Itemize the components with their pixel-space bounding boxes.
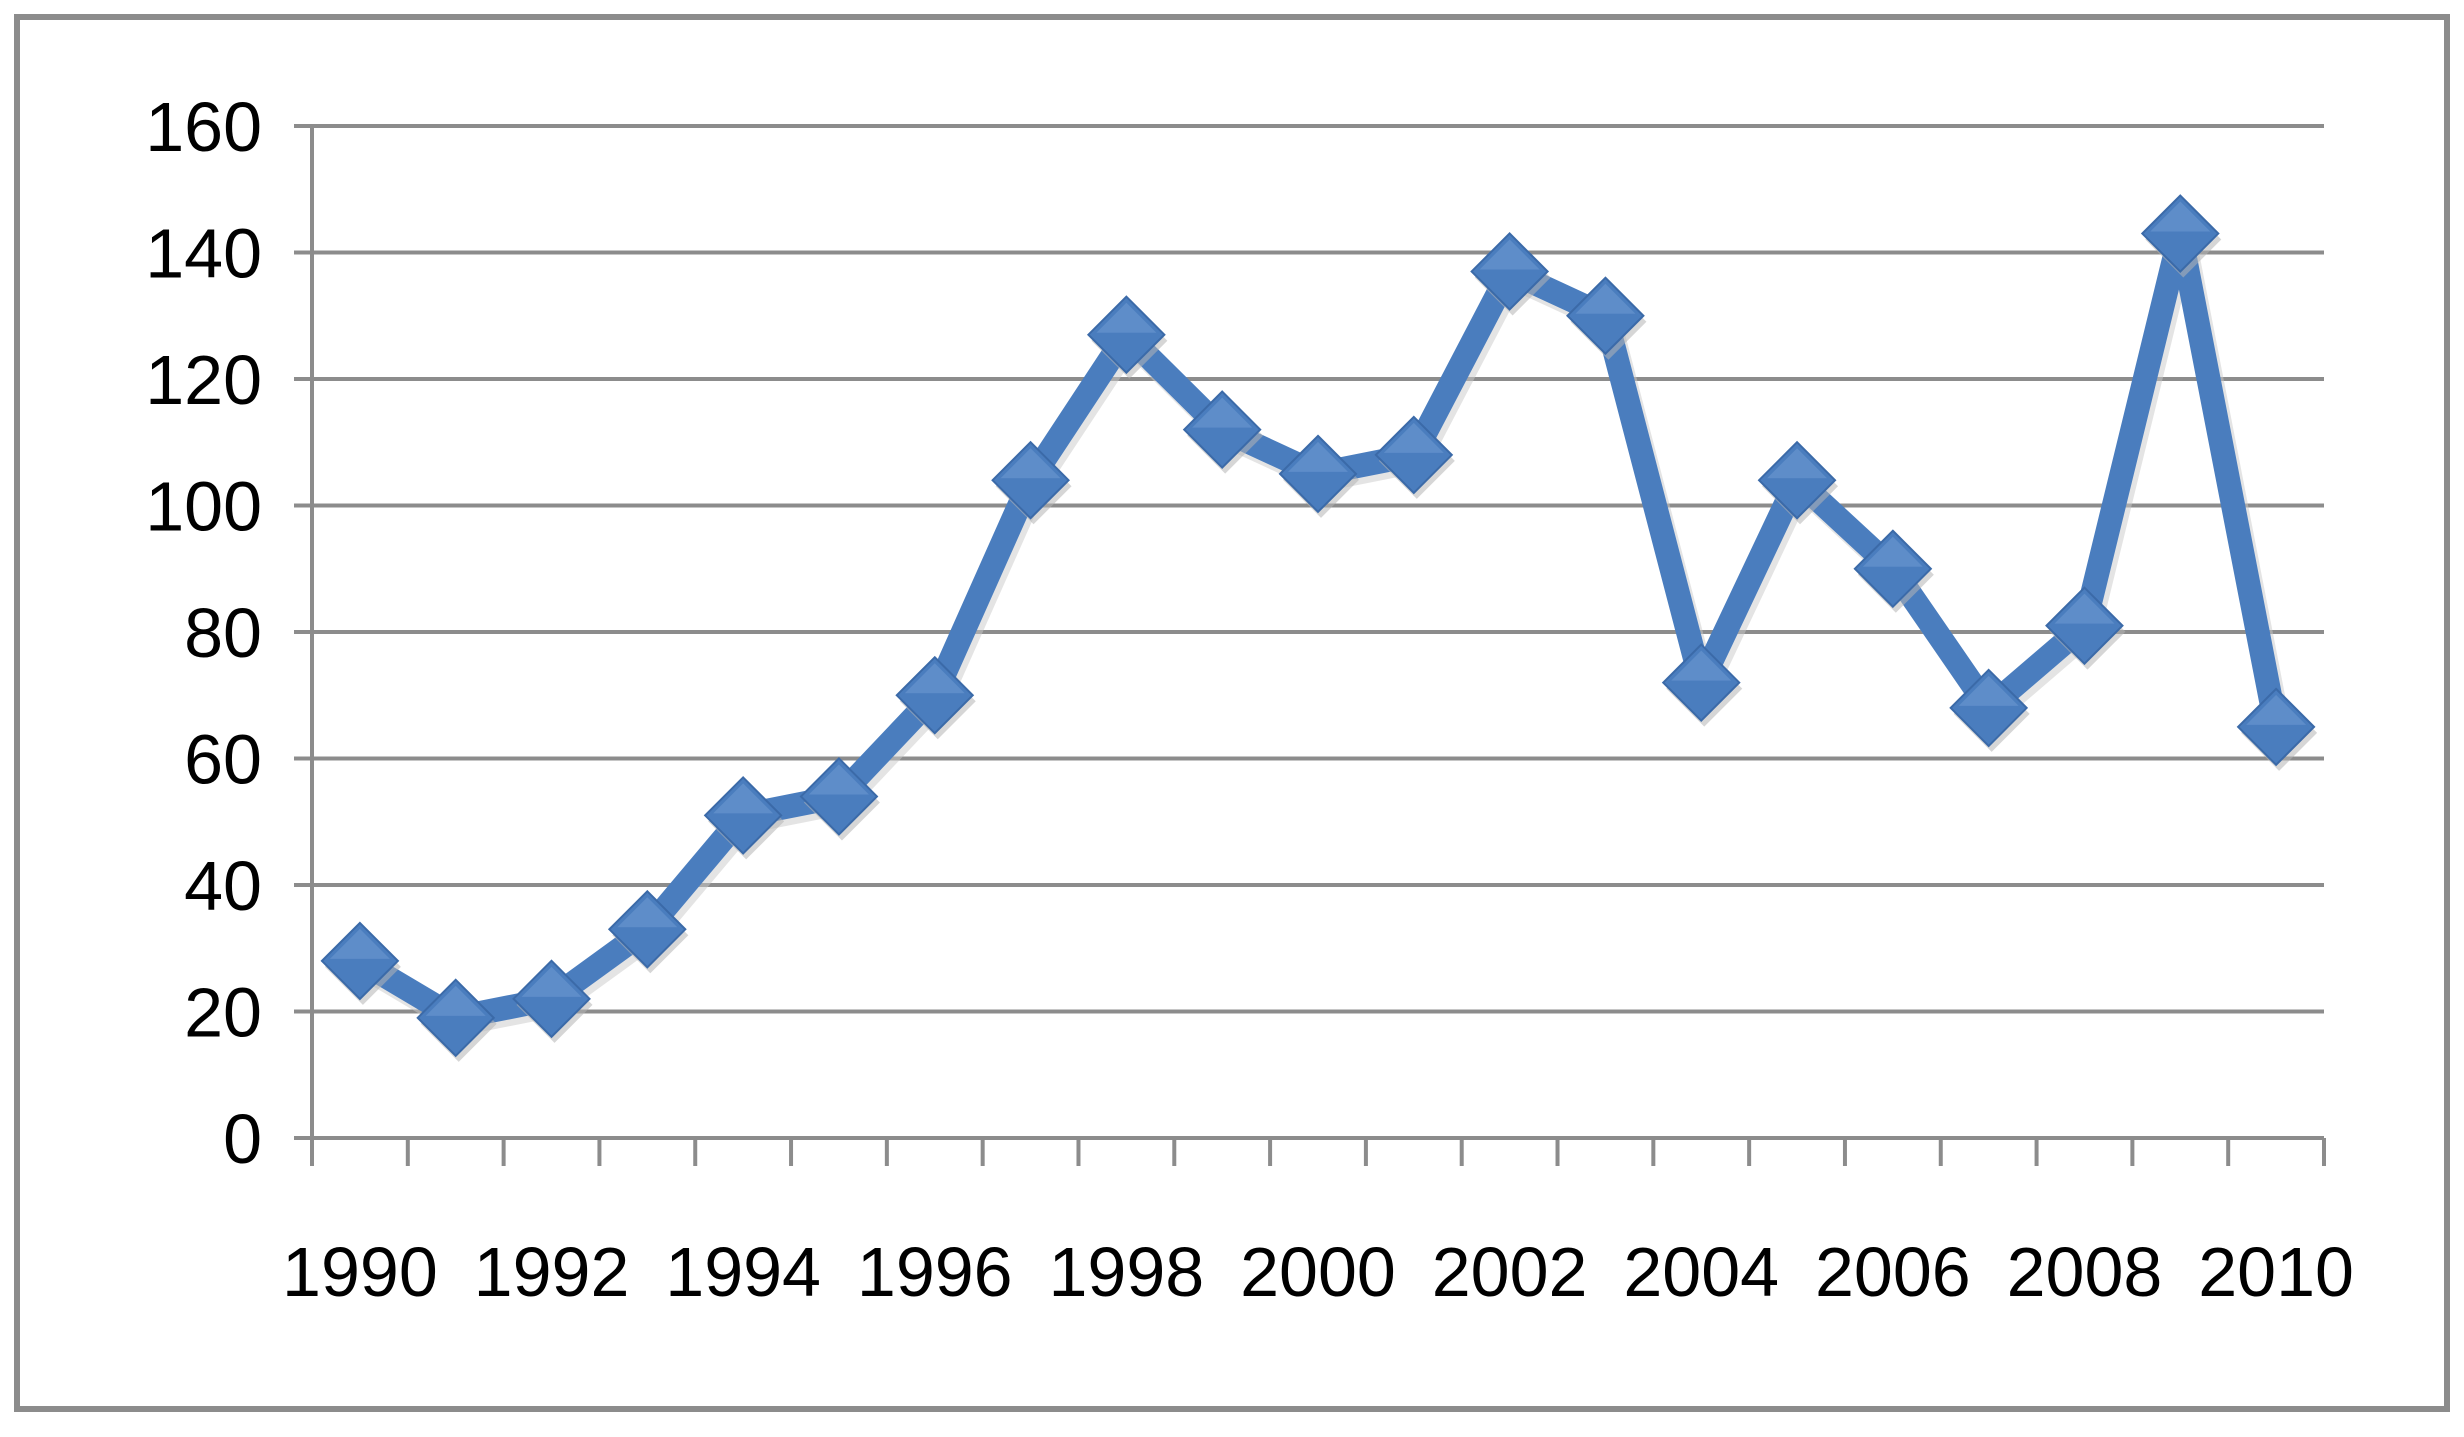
x-tick-label: 1994 (665, 1233, 821, 1311)
x-tick-label: 2010 (2198, 1233, 2354, 1311)
data-point-marker (607, 889, 689, 974)
x-tick-label: 1998 (1049, 1233, 1205, 1311)
x-tick-label: 1996 (857, 1233, 1013, 1311)
series-layer (320, 194, 2318, 1062)
data-point-marker (416, 978, 497, 1062)
data-point-marker (703, 776, 785, 860)
data-point-marker (1949, 668, 2030, 752)
data-point-marker (1661, 643, 1743, 727)
y-tick-label: 160 (145, 88, 262, 166)
y-tick-label: 140 (145, 215, 262, 293)
y-tick-label: 120 (145, 341, 262, 419)
data-point-marker (799, 757, 880, 841)
chart-frame (14, 14, 2450, 1412)
y-tick-label: 20 (184, 974, 262, 1052)
y-tick-label: 100 (145, 468, 262, 546)
x-tick-label: 1990 (282, 1233, 438, 1311)
y-axis-tick-labels: 0 20 40 60 80 100 120 140 160 (145, 88, 262, 1178)
data-point-marker (2140, 194, 2222, 278)
y-tick-label: 80 (184, 594, 262, 672)
data-point-marker (1757, 440, 1839, 525)
data-point-marker (1566, 276, 1647, 360)
x-tick-label: 2004 (1623, 1233, 1779, 1311)
data-point-marker (1086, 295, 1168, 379)
data-point-marker (1278, 434, 1359, 518)
axes (294, 126, 2326, 1166)
y-tick-label: 40 (184, 847, 262, 925)
x-tick-label: 1992 (474, 1233, 630, 1311)
data-point-marker (320, 921, 401, 1005)
y-tick-label: 0 (223, 1100, 262, 1178)
x-tick-label: 2000 (1240, 1233, 1396, 1311)
y-tick-label: 60 (184, 721, 262, 799)
data-point-marker (1182, 390, 1264, 474)
x-tick-label: 2006 (1815, 1233, 1971, 1311)
x-tick-label: 2008 (2007, 1233, 2163, 1311)
x-tick-label: 2002 (1432, 1233, 1588, 1311)
data-point-marker (1374, 415, 1455, 499)
data-point-marker (2045, 586, 2126, 670)
data-point-marker (991, 440, 1072, 525)
x-axis-tick-labels: 1990 1992 1994 1996 1998 2000 2002 2004 2006 2008… (282, 1233, 2354, 1311)
data-point-marker (2236, 687, 2318, 771)
data-point-marker (1853, 529, 1934, 613)
data-point-marker (895, 655, 976, 740)
gridlines (294, 124, 2324, 1014)
data-point-marker (1470, 232, 1551, 316)
data-point-marker (512, 959, 593, 1043)
